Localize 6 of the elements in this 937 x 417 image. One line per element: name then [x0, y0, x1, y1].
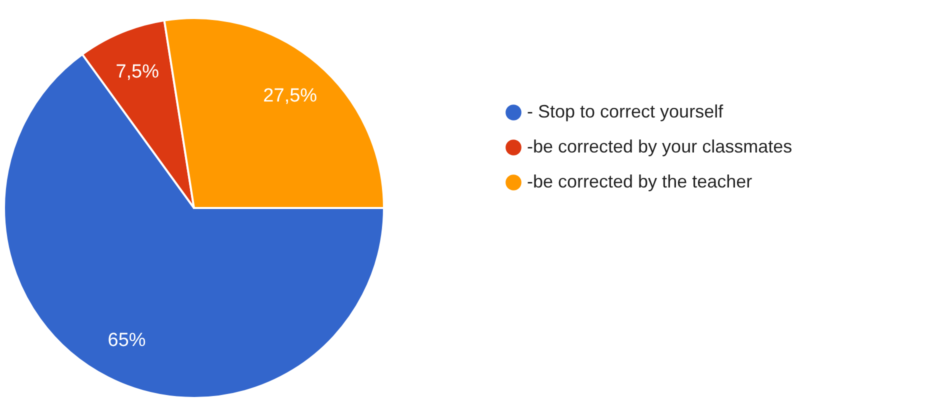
data-label: 27,5%: [263, 85, 318, 106]
legend-label: - Stop to correct yourself: [527, 102, 724, 122]
legend-label: -be corrected by the teacher: [527, 172, 752, 192]
legend-label: -be corrected by your classmates: [527, 136, 792, 156]
data-label: 65%: [108, 330, 146, 351]
data-label: 7,5%: [116, 61, 160, 82]
